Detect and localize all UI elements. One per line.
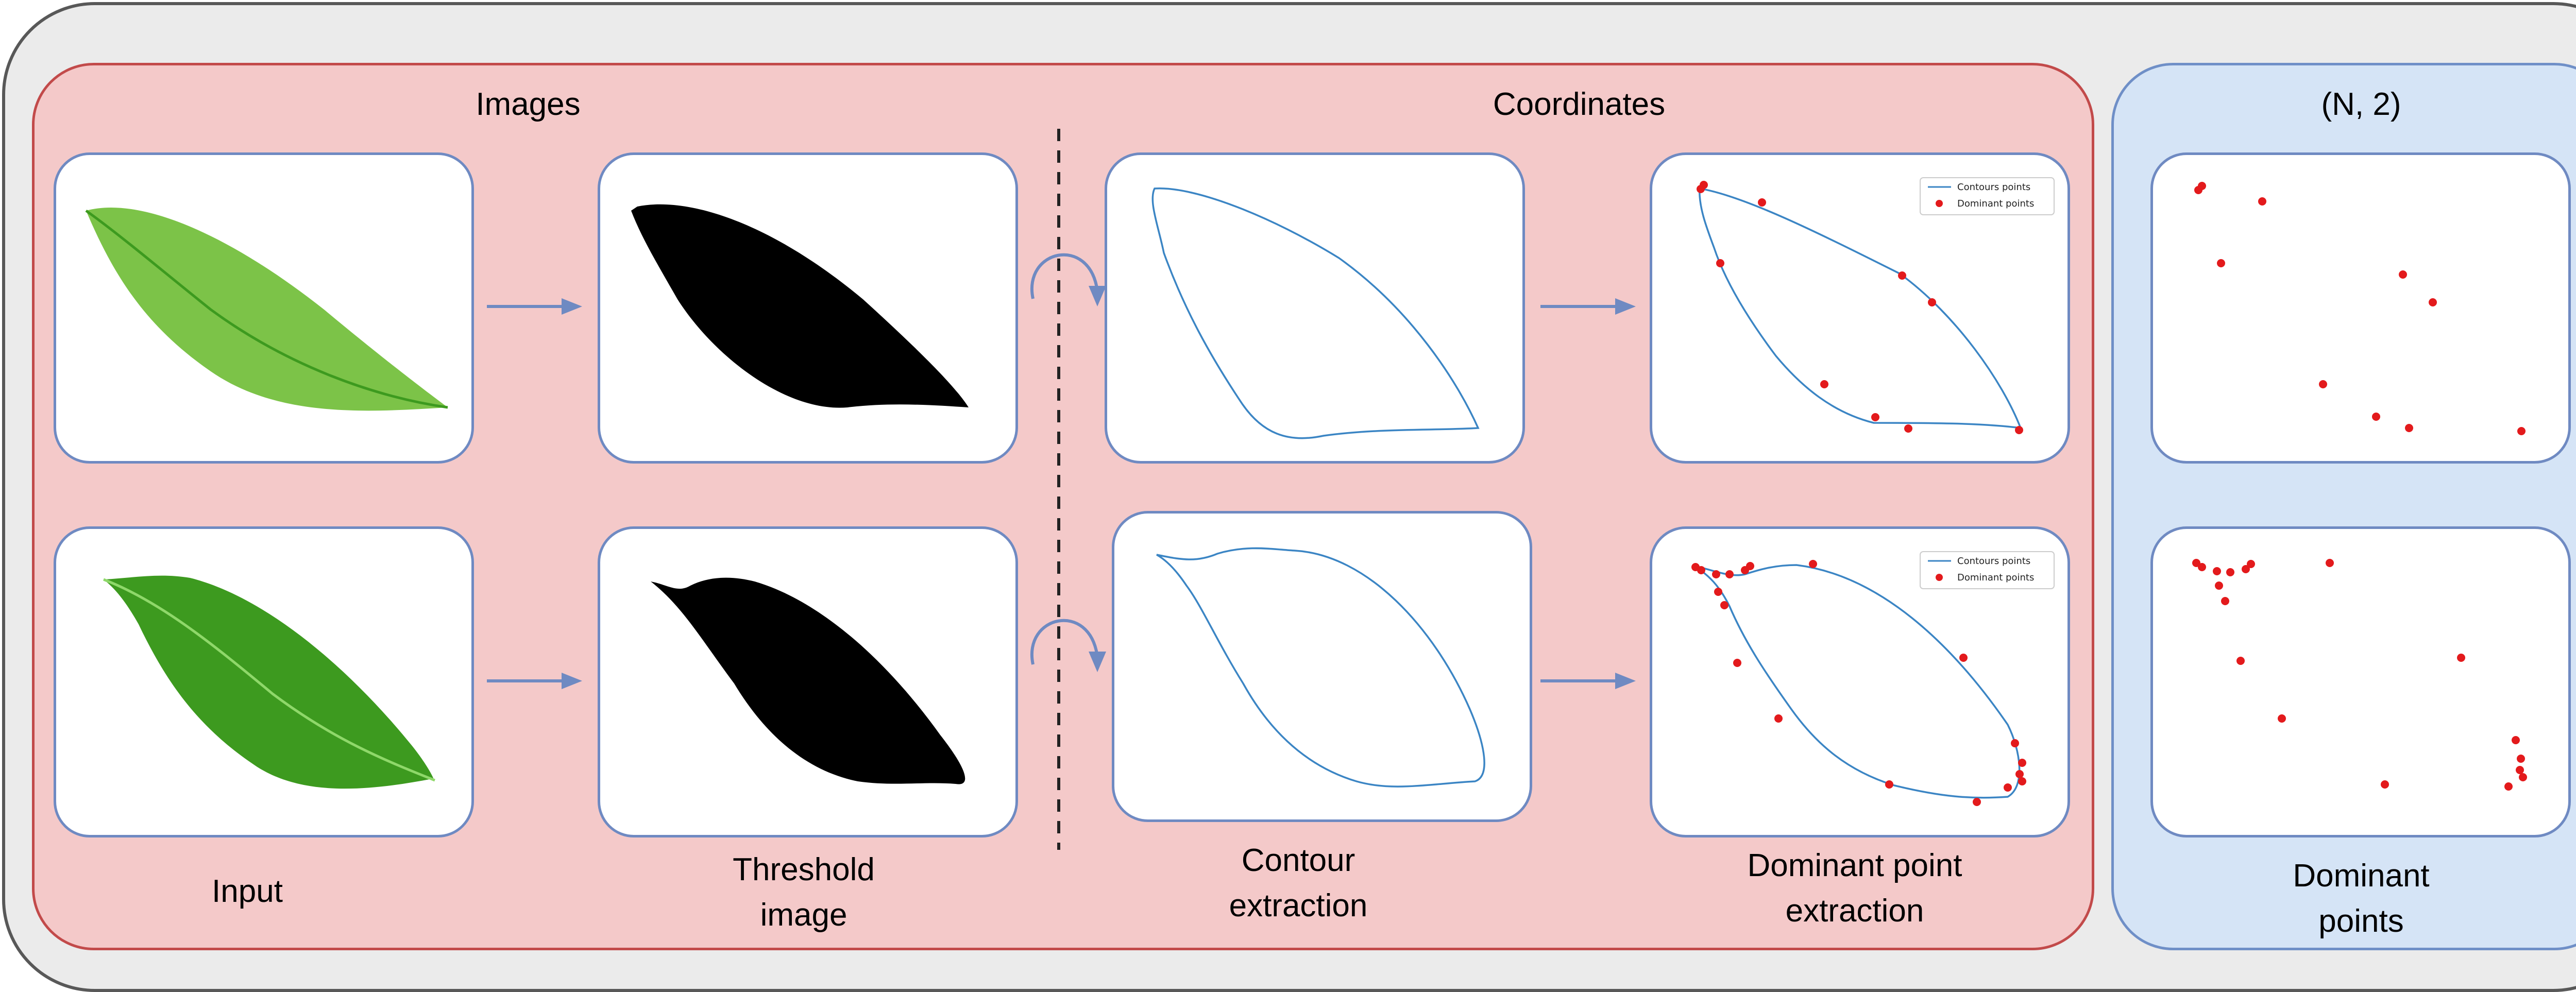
output-points-plot-1	[2194, 182, 2526, 435]
dominant-step-label-line2: extraction	[1785, 893, 1924, 929]
output-step-label-line2: points	[2318, 903, 2404, 939]
dominant-extraction-plot-1: Contours points Dominant points	[1697, 177, 2055, 434]
contour-panel-1	[1105, 152, 1525, 464]
threshold-panel-2	[598, 526, 1018, 837]
transform-arrow-2	[1030, 619, 1106, 672]
input-step-label: Input	[212, 874, 283, 909]
output-points-panel-2	[2150, 526, 2571, 837]
coordinates-section-title: Coordinates	[1493, 87, 1666, 122]
output-dominant-points-1	[2194, 182, 2526, 435]
legend-dominant-label-1: Dominant points	[1957, 198, 2034, 209]
output-points-panel-1	[2150, 152, 2571, 464]
arrow-contour-dominant-1	[1540, 298, 1636, 315]
dominant-extraction-panel-1: Contours points Dominant points	[1650, 152, 2070, 464]
output-points-plot-2	[2192, 559, 2527, 791]
images-section-title: Images	[476, 87, 581, 122]
legend-2: Contours points Dominant points	[1920, 551, 2055, 589]
contour-step-label-line2: extraction	[1229, 888, 1368, 923]
output-dominant-points-2	[2192, 559, 2527, 791]
leaf-image-2	[103, 575, 435, 789]
arrow-input-threshold-1	[487, 298, 582, 315]
images-coordinates-divider	[1057, 129, 1060, 850]
output-step-label-line1: Dominant	[2293, 858, 2430, 894]
transform-arrow-1	[1030, 253, 1106, 306]
input-leaf-panel-1	[54, 152, 474, 464]
contour-step-label-line1: Contour	[1241, 843, 1355, 878]
arrow-contour-dominant-2	[1540, 673, 1636, 689]
threshold-step-label-line1: Threshold	[733, 852, 875, 887]
arrow-input-threshold-2	[487, 673, 582, 689]
threshold-panel-1	[598, 152, 1018, 464]
legend-contours-label-1: Contours points	[1957, 182, 2030, 193]
legend-dominant-label-2: Dominant points	[1957, 572, 2034, 583]
output-shape-title: (N, 2)	[2321, 87, 2401, 122]
legend-1: Contours points Dominant points	[1920, 177, 2055, 215]
threshold-image-2	[651, 577, 965, 784]
dominant-extraction-plot-2: Contours points Dominant points	[1691, 551, 2055, 806]
leaf-image-1	[85, 207, 448, 411]
threshold-image-1	[631, 204, 969, 408]
dominant-extraction-panel-2: Contours points Dominant points	[1650, 526, 2070, 837]
dominant-points-1	[1697, 181, 2023, 434]
contour-plot-1	[1151, 187, 1480, 439]
dominant-step-label-line1: Dominant point	[1747, 848, 1962, 883]
dominant-points-2	[1691, 560, 2026, 806]
input-leaf-panel-2	[54, 526, 474, 837]
threshold-step-label-line2: image	[760, 897, 848, 933]
legend-contours-label-2: Contours points	[1957, 556, 2030, 567]
contour-plot-2	[1156, 547, 1485, 788]
contour-panel-2	[1112, 511, 1532, 822]
